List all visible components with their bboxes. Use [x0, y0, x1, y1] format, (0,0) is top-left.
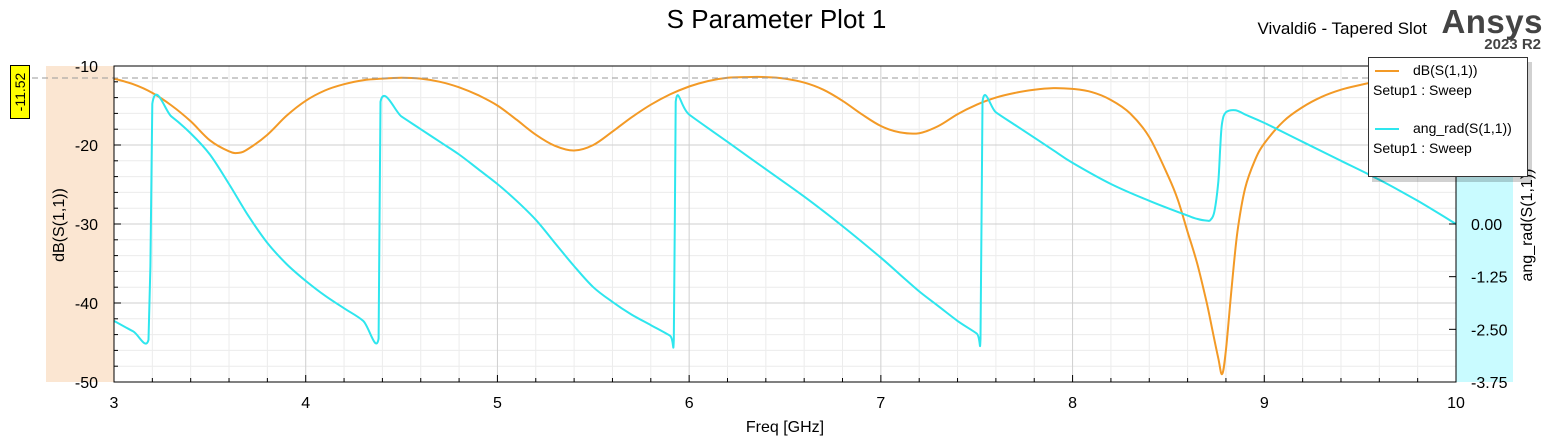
legend-entry-db[interactable]: dB(S(1,1)) Setup1 : Sweep — [1369, 62, 1527, 110]
x-tick-label: 7 — [876, 395, 885, 412]
legend-series-name: dB(S(1,1)) — [1413, 62, 1478, 78]
y-right-tick-labels: 0.00 -1.25 -2.50 -3.75 — [1471, 217, 1508, 392]
legend-entry-phase[interactable]: ang_rad(S(1,1)) Setup1 : Sweep — [1369, 120, 1527, 168]
ansys-version: 2023 R2 — [1484, 36, 1541, 53]
y-left-tick-labels: -10 -20 -30 -40 -50 — [75, 59, 98, 392]
marker-value-badge[interactable]: -11.52 — [10, 65, 30, 119]
x-tick-label: 10 — [1447, 395, 1465, 412]
marker-value-label: -11.52 — [12, 72, 28, 112]
x-tick-label: 3 — [110, 395, 119, 412]
x-tick-labels: 3 4 5 6 7 8 9 10 — [110, 395, 1465, 412]
x-tick-label: 9 — [1260, 395, 1269, 412]
project-name: Vivaldi6 - Tapered Slot — [1257, 19, 1427, 38]
left-axis-band — [46, 66, 114, 382]
y-left-tick-label: -50 — [75, 375, 98, 392]
y-left-axis-label: dB(S(1,1)) — [51, 188, 68, 262]
series-db-s11-line — [114, 75, 1456, 376]
legend[interactable]: dB(S(1,1)) Setup1 : Sweep ang_rad(S(1,1)… — [1368, 57, 1528, 177]
x-tick-label: 5 — [493, 395, 502, 412]
plot-title: S Parameter Plot 1 — [666, 4, 887, 34]
y-left-tick-label: -40 — [75, 296, 98, 313]
y-right-tick-label: 0.00 — [1471, 217, 1502, 234]
legend-swatch-phase — [1375, 128, 1399, 130]
series-ang-s11-line — [114, 93, 1456, 349]
ansys-logo: Ansys — [1441, 3, 1543, 40]
y-right-axis-label: ang_rad(S(1,1)) — [1519, 169, 1536, 282]
y-right-tick-label: -3.75 — [1471, 375, 1508, 392]
x-tick-label: 4 — [301, 395, 310, 412]
legend-series-name: ang_rad(S(1,1)) — [1413, 120, 1512, 136]
y-left-tick-label: -10 — [75, 59, 98, 76]
y-left-tick-label: -20 — [75, 138, 98, 155]
legend-series-setup: Setup1 : Sweep — [1373, 140, 1472, 156]
x-axis-label: Freq [GHz] — [746, 419, 824, 436]
series-layer — [114, 75, 1456, 376]
x-tick-label: 8 — [1068, 395, 1077, 412]
y-right-tick-label: -2.50 — [1471, 322, 1508, 339]
legend-series-setup: Setup1 : Sweep — [1373, 82, 1472, 98]
y-right-tick-label: -1.25 — [1471, 270, 1508, 287]
x-tick-label: 6 — [685, 395, 694, 412]
legend-swatch-db — [1375, 70, 1399, 72]
y-left-tick-label: -30 — [75, 217, 98, 234]
